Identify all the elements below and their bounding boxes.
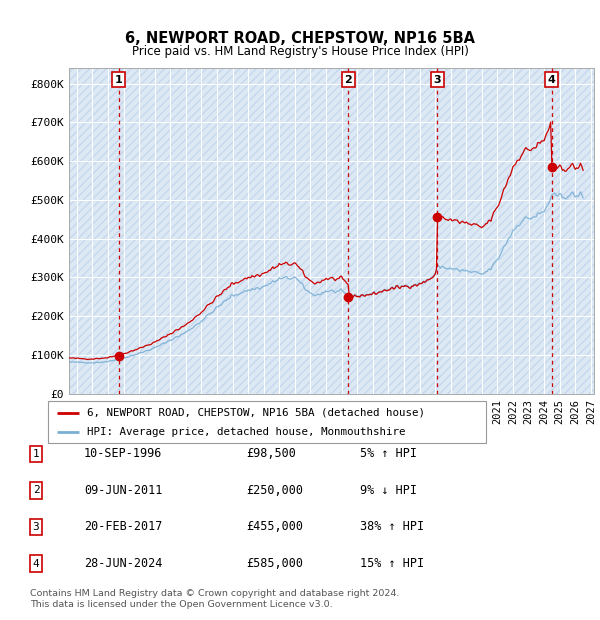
- Text: 20-FEB-2017: 20-FEB-2017: [84, 521, 163, 533]
- Text: 5% ↑ HPI: 5% ↑ HPI: [360, 448, 417, 460]
- Text: 15% ↑ HPI: 15% ↑ HPI: [360, 557, 424, 570]
- Text: £98,500: £98,500: [246, 448, 296, 460]
- Text: £250,000: £250,000: [246, 484, 303, 497]
- Text: 38% ↑ HPI: 38% ↑ HPI: [360, 521, 424, 533]
- Text: 6, NEWPORT ROAD, CHEPSTOW, NP16 5BA: 6, NEWPORT ROAD, CHEPSTOW, NP16 5BA: [125, 31, 475, 46]
- Text: Contains HM Land Registry data © Crown copyright and database right 2024.
This d: Contains HM Land Registry data © Crown c…: [30, 590, 400, 609]
- Text: 1: 1: [32, 449, 40, 459]
- Text: 4: 4: [548, 74, 556, 84]
- Text: £455,000: £455,000: [246, 521, 303, 533]
- Text: 28-JUN-2024: 28-JUN-2024: [84, 557, 163, 570]
- Text: 4: 4: [32, 559, 40, 569]
- Text: HPI: Average price, detached house, Monmouthshire: HPI: Average price, detached house, Monm…: [88, 427, 406, 437]
- Text: 2: 2: [344, 74, 352, 84]
- Text: 2: 2: [32, 485, 40, 495]
- Text: 3: 3: [433, 74, 441, 84]
- Text: 09-JUN-2011: 09-JUN-2011: [84, 484, 163, 497]
- Text: 1: 1: [115, 74, 122, 84]
- Text: 9% ↓ HPI: 9% ↓ HPI: [360, 484, 417, 497]
- Text: 3: 3: [32, 522, 40, 532]
- Text: 6, NEWPORT ROAD, CHEPSTOW, NP16 5BA (detached house): 6, NEWPORT ROAD, CHEPSTOW, NP16 5BA (det…: [88, 407, 425, 417]
- Text: Price paid vs. HM Land Registry's House Price Index (HPI): Price paid vs. HM Land Registry's House …: [131, 45, 469, 58]
- Text: £585,000: £585,000: [246, 557, 303, 570]
- Text: 10-SEP-1996: 10-SEP-1996: [84, 448, 163, 460]
